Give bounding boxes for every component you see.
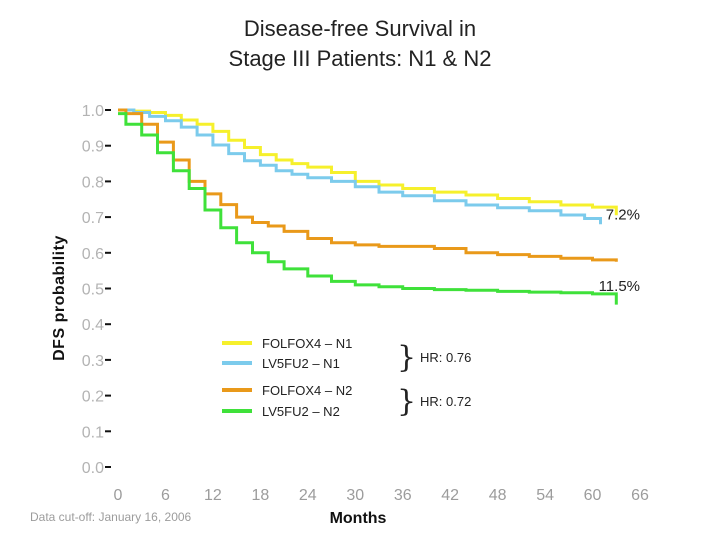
x-axis-label: Months [329, 510, 387, 527]
legend-label: FOLFOX4 – N1 [262, 336, 352, 351]
end-percentage-labels: 7.2% 11.5% [599, 207, 640, 295]
legend-label: FOLFOX4 – N2 [262, 383, 352, 398]
x-tick-label: 54 [536, 487, 554, 504]
y-tick-label: 0.1 [82, 424, 104, 441]
x-tick-label: 24 [299, 487, 317, 504]
chart-title-line-1: Disease-free Survival in [243, 16, 477, 41]
x-tick-label: 12 [204, 487, 222, 504]
x-tick-label: 42 [441, 487, 459, 504]
x-tick-label: 6 [161, 487, 170, 504]
legend-label: LV5FU2 – N2 [262, 404, 340, 419]
y-tick-label: 0.9 [82, 139, 104, 156]
y-axis-label: DFS probability [51, 235, 68, 361]
x-tick-label: 60 [584, 487, 602, 504]
x-tick-label: 48 [489, 487, 507, 504]
end-percentage-label: 11.5% [599, 278, 640, 295]
hazard-ratio-label: HR: 0.76 [420, 350, 471, 365]
curve-series-3 [118, 108, 618, 262]
x-tick-label: 0 [114, 487, 123, 504]
x-tick-label: 36 [394, 487, 412, 504]
x-tick-label: 18 [251, 487, 269, 504]
brace-icon: } [397, 384, 416, 419]
curve-series-2 [118, 108, 602, 225]
chart-title: Disease-free Survival in Stage III Patie… [0, 14, 720, 74]
x-tick-label: 30 [346, 487, 364, 504]
x-tick-label: 66 [631, 487, 649, 504]
end-percentage-label: 7.2% [606, 207, 640, 224]
y-tick-label: 0.4 [82, 317, 104, 334]
y-tick-label: 1.0 [82, 103, 104, 120]
chart-title-line-2: Stage III Patients: N1 & N2 [228, 46, 492, 71]
curve-series-4 [118, 112, 618, 305]
x-axis-ticks: 0 6 12 18 24 30 36 42 48 54 60 66 [114, 487, 649, 504]
legend-label: LV5FU2 – N1 [262, 356, 340, 371]
data-cutoff-note: Data cut-off: January 16, 2006 [30, 510, 192, 524]
hazard-ratio-labels: } HR: 0.76} HR: 0.72 [397, 340, 471, 419]
y-tick-label: 0.7 [82, 210, 104, 227]
y-tick-label: 0.2 [82, 389, 104, 406]
hazard-ratio-label: HR: 0.72 [420, 394, 471, 409]
legend: FOLFOX4 – N1 LV5FU2 – N1 FOLFOX4 – N2 LV5FU… [222, 336, 352, 419]
curve-series-1 [118, 108, 618, 216]
y-tick-label: 0.3 [82, 353, 104, 370]
survival-curves [118, 108, 618, 305]
y-tick-label: 0.6 [82, 246, 104, 263]
y-tick-label: 0.5 [82, 282, 104, 299]
y-tick-label: 0.8 [82, 174, 104, 191]
brace-icon: } [397, 340, 416, 375]
y-tick-label: 0.0 [82, 460, 104, 477]
y-axis-ticks: 1.0 0.9 0.8 0.7 0.6 0.5 0.4 0.3 0.2 0.1 0.0 [82, 103, 111, 477]
